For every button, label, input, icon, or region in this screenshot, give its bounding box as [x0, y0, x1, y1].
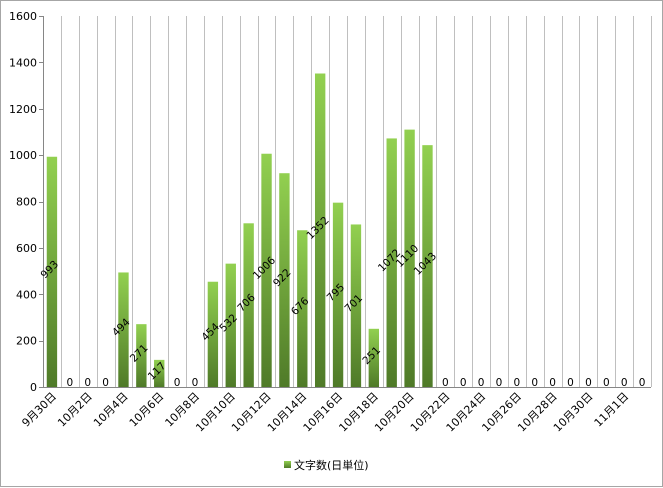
data-label: 494	[110, 316, 133, 339]
y-tick-label: 600	[16, 242, 37, 255]
data-label: 0	[66, 377, 73, 389]
x-tick-label: 10月6日	[127, 390, 167, 430]
data-label: 0	[442, 377, 449, 389]
data-label: 532	[217, 312, 240, 335]
data-label: 0	[603, 377, 610, 389]
legend: 文字数(日単位)	[284, 458, 369, 472]
x-tick-label: 11月1日	[592, 390, 632, 430]
legend-label: 文字数(日単位)	[294, 458, 369, 472]
y-tick-labels: 0 200 400 600 800 1000 1200 1400 1600	[9, 10, 37, 394]
y-tick-label: 400	[16, 288, 37, 301]
bar	[332, 202, 344, 387]
x-tick-label: 10月4日	[91, 390, 131, 430]
data-label: 0	[460, 377, 467, 389]
bar	[136, 324, 147, 387]
data-label: 0	[585, 377, 592, 389]
data-label: 0	[174, 377, 181, 389]
bar	[404, 129, 415, 387]
data-label: 271	[128, 342, 151, 365]
data-label: 0	[478, 377, 485, 389]
bar	[350, 224, 362, 387]
data-label: 993	[38, 258, 61, 281]
data-label: 922	[271, 267, 294, 290]
legend-swatch	[284, 461, 291, 468]
y-tick-label: 1000	[9, 149, 37, 162]
x-tick-label: 10月30日	[551, 390, 596, 435]
data-label: 0	[639, 377, 646, 389]
data-label: 0	[531, 377, 538, 389]
data-label: 0	[567, 377, 574, 389]
bar	[207, 281, 219, 387]
data-label: 795	[325, 281, 348, 304]
axes	[39, 16, 651, 388]
bar	[422, 145, 433, 387]
x-tick-labels: 9月30日10月2日10月4日10月6日10月8日10月10日10月12日10月…	[19, 390, 631, 435]
bar	[386, 138, 397, 387]
y-tick-label: 0	[30, 381, 37, 394]
bar	[243, 223, 254, 387]
bar	[279, 173, 290, 387]
y-tick-label: 1600	[9, 10, 37, 23]
data-label: 701	[342, 292, 365, 315]
data-label: 0	[514, 377, 521, 389]
y-tick-label: 200	[16, 335, 37, 348]
bar	[314, 73, 326, 387]
bar	[261, 153, 272, 387]
gridlines	[61, 16, 652, 387]
bar	[46, 156, 58, 387]
data-label: 0	[84, 377, 91, 389]
data-label: 0	[496, 377, 503, 389]
bar	[118, 272, 129, 387]
data-label: 117	[146, 360, 169, 383]
bar	[368, 328, 380, 387]
data-label: 0	[102, 377, 109, 389]
y-tick-label: 1400	[9, 56, 37, 69]
bar	[297, 230, 308, 387]
data-label: 251	[360, 344, 383, 367]
x-tick-label: 10月2日	[55, 390, 95, 430]
data-label: 676	[289, 295, 312, 318]
bar	[225, 263, 236, 387]
bar	[154, 359, 165, 387]
x-tick-label: 9月30日	[19, 390, 59, 430]
bars	[46, 73, 433, 387]
data-label: 0	[621, 377, 628, 389]
data-label: 0	[192, 377, 199, 389]
y-tick-label: 1200	[9, 103, 37, 116]
data-label: 0	[549, 377, 556, 389]
y-tick-label: 800	[16, 196, 37, 209]
data-label: 706	[235, 291, 258, 314]
